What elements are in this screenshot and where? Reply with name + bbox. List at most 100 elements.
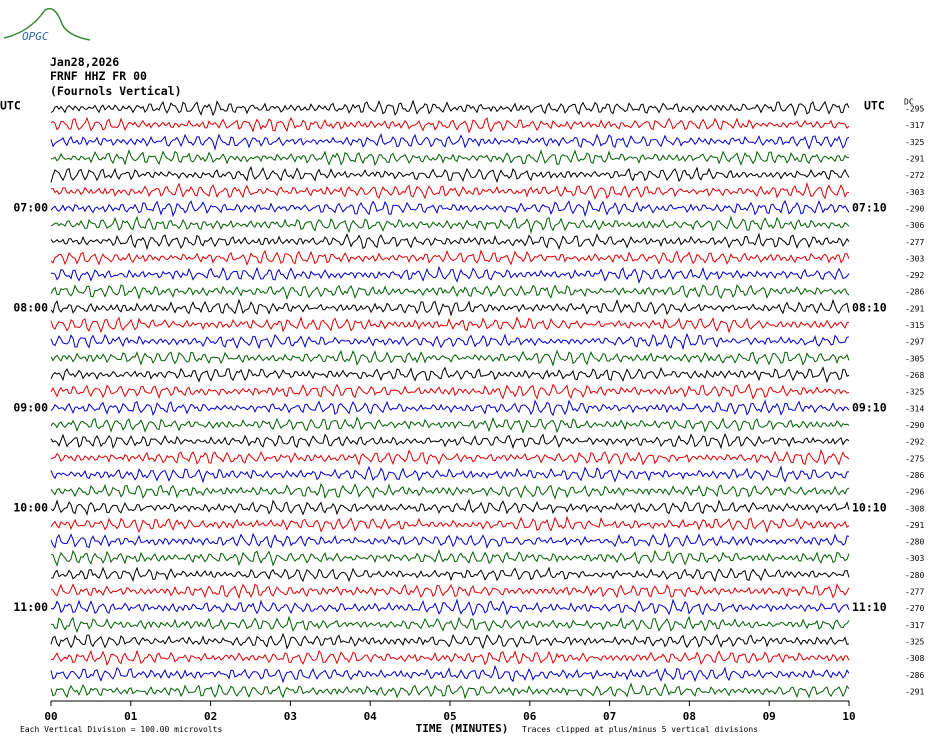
time-label-left: 08:00 <box>13 300 48 314</box>
trace <box>50 532 850 549</box>
trace <box>50 583 850 600</box>
trace <box>50 399 850 417</box>
dc-offset: -272 <box>905 171 924 180</box>
trace <box>50 615 850 634</box>
trace <box>50 215 850 235</box>
dc-offset: -295 <box>905 105 924 114</box>
dc-offset: -305 <box>905 354 924 363</box>
x-tick-label: 02 <box>204 710 217 723</box>
dc-offset: -297 <box>905 338 924 347</box>
footer-right: Traces clipped at plus/minus 5 vertical … <box>522 725 758 734</box>
trace <box>50 349 850 367</box>
left-header: UTC <box>0 99 21 113</box>
dc-offset: -303 <box>905 254 924 263</box>
trace <box>50 298 850 317</box>
dc-offset: -291 <box>905 688 924 697</box>
title-line: FRNF HHZ FR 00 <box>50 69 147 83</box>
dc-offset: -277 <box>905 238 924 247</box>
x-tick-label: 10 <box>842 710 855 723</box>
footer-left: Each Vertical Division = 100.00 microvol… <box>20 725 222 734</box>
dc-header: DC <box>904 98 914 107</box>
x-tick-label: 05 <box>443 710 456 723</box>
x-tick-label: 07 <box>603 710 616 723</box>
dc-offset: -303 <box>905 554 924 563</box>
dc-offset: -277 <box>905 588 924 597</box>
trace <box>50 598 850 617</box>
dc-offset: -286 <box>905 671 924 680</box>
dc-offset: -290 <box>905 421 924 430</box>
dc-offset: -291 <box>905 154 924 163</box>
trace <box>50 632 850 650</box>
trace <box>50 99 850 117</box>
dc-offset: -290 <box>905 204 924 213</box>
dc-offset: -308 <box>905 654 924 663</box>
trace <box>50 249 850 266</box>
trace <box>50 548 850 567</box>
time-label-left: 11:00 <box>13 600 48 614</box>
x-tick-label: 04 <box>364 710 378 723</box>
time-label-left: 10:00 <box>13 500 48 514</box>
dc-offset: -308 <box>905 504 924 513</box>
logo-curve <box>3 7 91 41</box>
trace <box>50 416 850 434</box>
trace <box>50 316 850 334</box>
dc-offset: -315 <box>905 321 924 330</box>
dc-offset: -280 <box>905 538 924 547</box>
x-axis-label: TIME (MINUTES) <box>416 722 509 735</box>
title-line: Jan28,2026 <box>50 55 119 69</box>
title-line: (Fournols Vertical) <box>50 84 182 98</box>
x-tick-label: 03 <box>284 710 297 723</box>
trace <box>50 498 850 516</box>
trace <box>50 165 850 184</box>
right-header: UTC <box>864 99 885 113</box>
trace <box>50 284 850 301</box>
trace <box>50 133 850 151</box>
dc-offset: -275 <box>905 454 924 463</box>
x-tick-label: 08 <box>683 710 696 723</box>
dc-offset: -314 <box>905 404 924 413</box>
dc-offset: -270 <box>905 604 924 613</box>
dc-offset: -286 <box>905 288 924 297</box>
logo: OPGC <box>22 30 49 43</box>
dc-offset: -286 <box>905 471 924 480</box>
x-tick-label: 01 <box>124 710 138 723</box>
trace <box>50 566 850 583</box>
trace <box>50 332 850 351</box>
trace <box>50 515 850 534</box>
trace <box>50 232 850 251</box>
dc-offset: -306 <box>905 221 924 230</box>
dc-offset: -317 <box>905 121 924 130</box>
trace <box>50 366 850 384</box>
trace <box>50 149 849 167</box>
trace <box>51 265 850 284</box>
dc-offset: -325 <box>905 138 924 147</box>
dc-offset: -303 <box>905 188 924 197</box>
x-tick-label: 00 <box>44 710 57 723</box>
time-label-right: 10:10 <box>852 500 887 514</box>
dc-offset: -280 <box>905 571 924 580</box>
trace <box>50 448 850 466</box>
time-label-right: 09:10 <box>852 400 887 414</box>
trace <box>50 383 850 400</box>
time-label-right: 07:10 <box>852 200 887 214</box>
x-tick-label: 09 <box>763 710 776 723</box>
time-label-left: 07:00 <box>13 200 48 214</box>
dc-offset: -292 <box>905 271 924 280</box>
dc-offset: -317 <box>905 621 924 630</box>
dc-offset: -291 <box>905 521 924 530</box>
time-label-left: 09:00 <box>13 400 48 414</box>
trace <box>50 649 850 667</box>
dc-offset: -325 <box>905 638 924 647</box>
x-tick-label: 06 <box>523 710 537 723</box>
dc-offset: -296 <box>905 488 924 497</box>
trace <box>50 181 850 200</box>
trace <box>50 116 850 134</box>
dc-offset: -325 <box>905 388 924 397</box>
trace <box>50 465 850 484</box>
trace <box>50 432 850 450</box>
time-label-right: 08:10 <box>852 300 887 314</box>
trace <box>50 664 850 684</box>
trace <box>50 199 850 218</box>
dc-offset: -291 <box>905 304 924 313</box>
